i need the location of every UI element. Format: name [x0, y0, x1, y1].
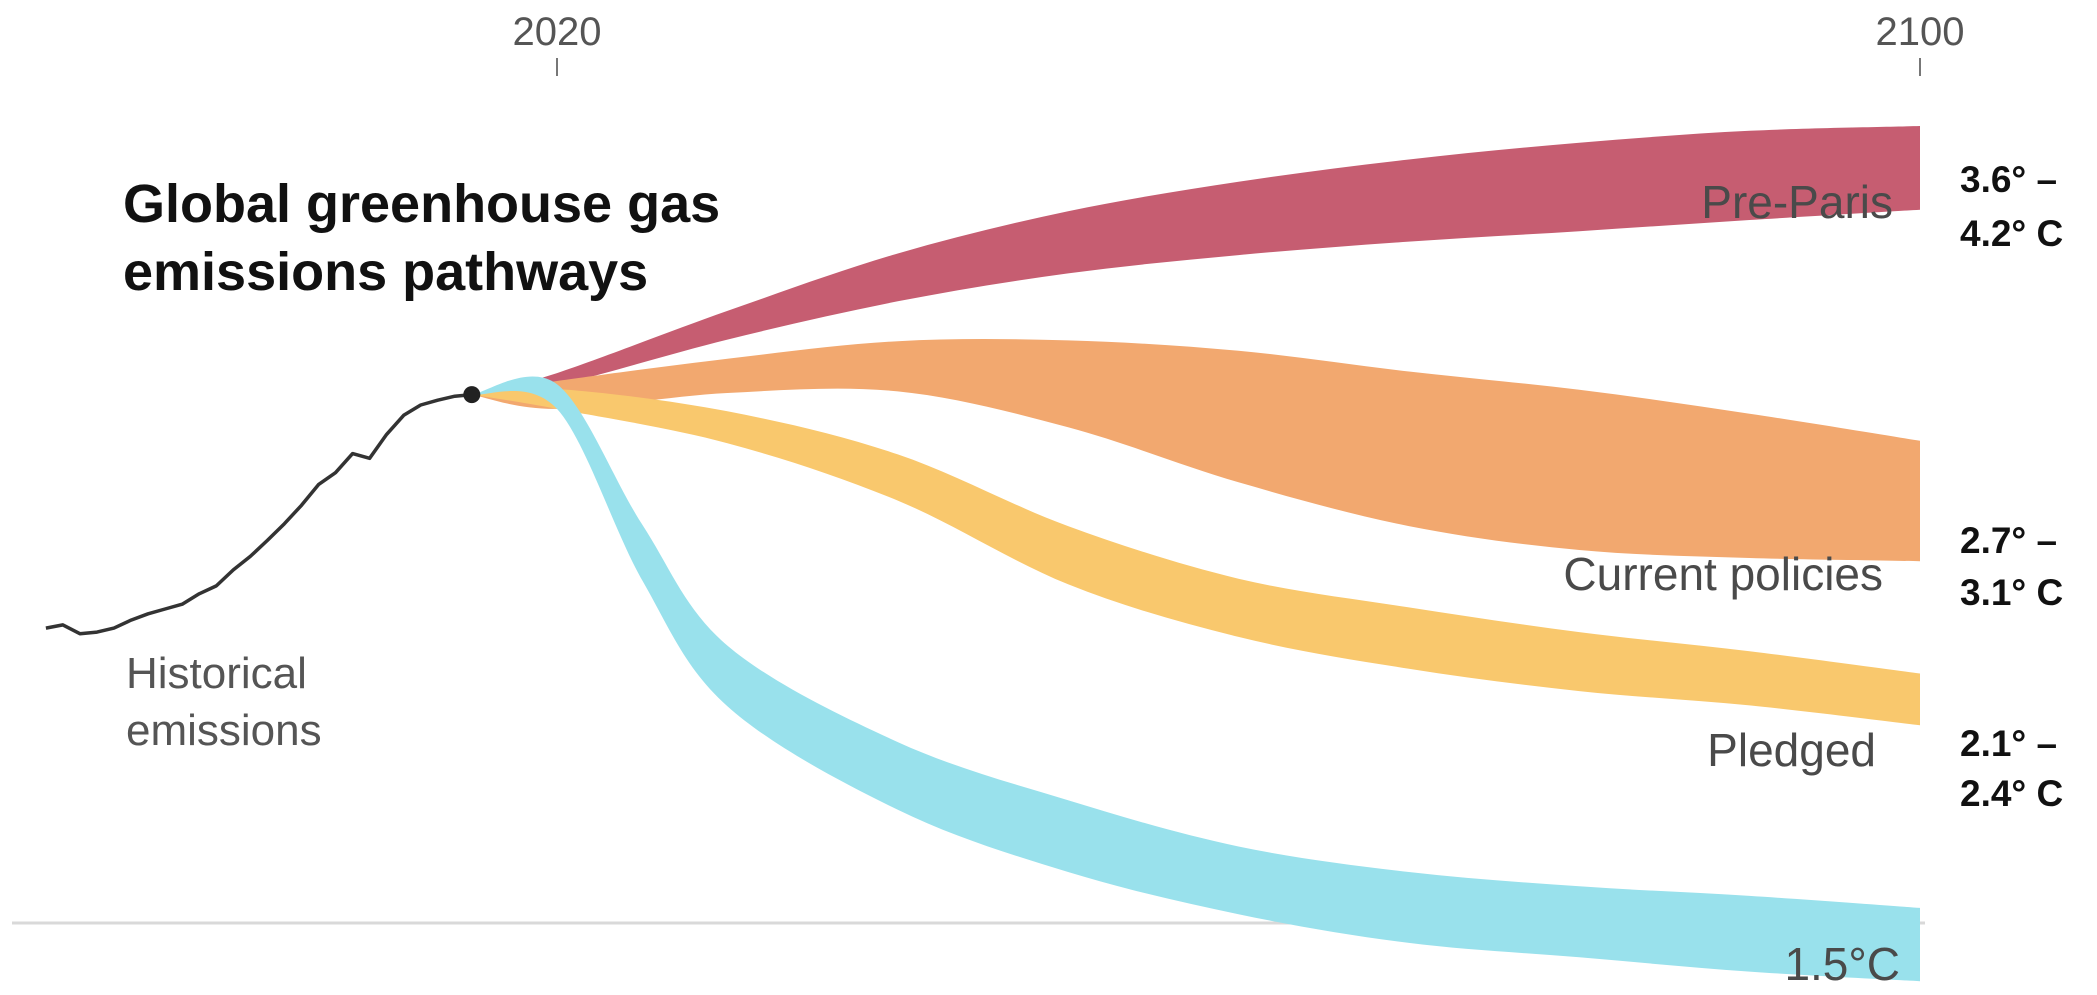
temp-range-pre-paris-line-2: 4.2° C [1960, 213, 2063, 254]
series-label-current-policies: Current policies [1563, 548, 1883, 600]
historical-label-line-1: Historical [126, 649, 307, 698]
band-1-5c [471, 376, 1920, 982]
temp-range-current-policies-line-2: 3.1° C [1960, 572, 2063, 613]
temp-range-pledged-line-2: 2.4° C [1960, 773, 2063, 814]
x-axis: 2020 2100 [513, 10, 1965, 76]
x-tick-label-2020: 2020 [513, 10, 602, 54]
temp-range-current-policies-line-1: 2.7° – [1960, 520, 2057, 561]
band-current-policies [471, 339, 1920, 562]
series-label-pledged: Pledged [1707, 724, 1876, 776]
chart-title-line-1: Global greenhouse gas [123, 174, 720, 234]
band-pledged [471, 388, 1920, 726]
historical-emissions-line [45, 392, 472, 636]
x-tick-label-2100: 2100 [1876, 10, 1965, 54]
chart-title-line-2: emissions pathways [123, 242, 648, 302]
historical-label-line-2: emissions [126, 706, 322, 755]
band-pre-paris [471, 126, 1920, 395]
current-year-marker [463, 386, 481, 404]
pathway-bands [471, 126, 1920, 982]
temp-range-pledged-line-1: 2.1° – [1960, 723, 2057, 764]
series-label-pre-paris: Pre-Paris [1701, 176, 1893, 228]
series-label-1-5c: 1.5°C [1784, 938, 1900, 990]
temp-range-pre-paris-line-1: 3.6° – [1960, 159, 2057, 200]
